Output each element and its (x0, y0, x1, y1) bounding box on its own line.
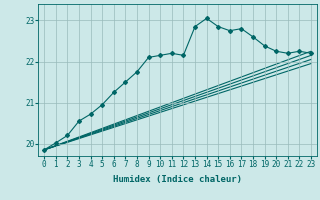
X-axis label: Humidex (Indice chaleur): Humidex (Indice chaleur) (113, 175, 242, 184)
